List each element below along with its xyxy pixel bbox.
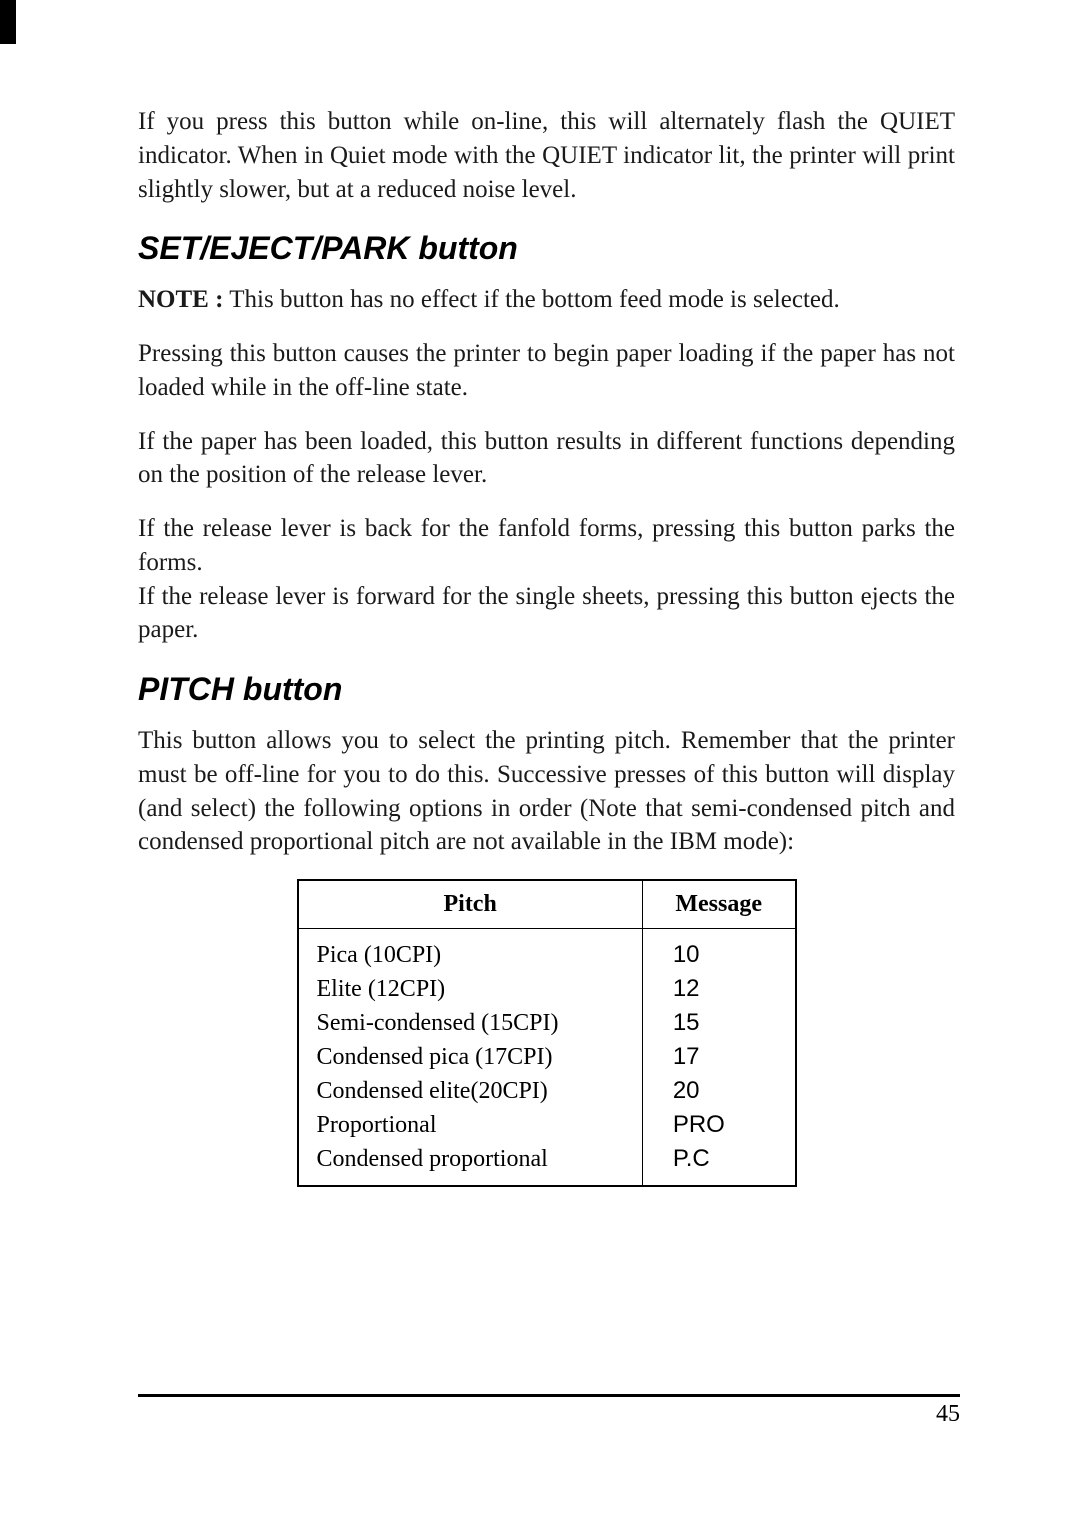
sect1-p3b: If the release lever is forward for the … bbox=[138, 580, 955, 648]
table-row: Pica (10CPI) 10 bbox=[298, 929, 796, 973]
cell-msg: 10 bbox=[642, 929, 795, 973]
page-content: If you press this button while on-line, … bbox=[0, 0, 1080, 1247]
heading-set-eject-park: SET/EJECT/PARK button bbox=[138, 230, 955, 267]
cell-msg: 12 bbox=[642, 972, 795, 1006]
cell-msg: 15 bbox=[642, 1006, 795, 1040]
pitch-table-wrap: Pitch Message Pica (10CPI) 10 Elite (12C… bbox=[138, 879, 955, 1187]
col-header-message: Message bbox=[642, 880, 795, 929]
note-text: This button has no effect if the bottom … bbox=[229, 286, 840, 313]
cell-pitch: Condensed elite(20CPI) bbox=[298, 1074, 643, 1108]
cell-pitch: Semi-condensed (15CPI) bbox=[298, 1006, 643, 1040]
cell-pitch: Condensed pica (17CPI) bbox=[298, 1040, 643, 1074]
pitch-table: Pitch Message Pica (10CPI) 10 Elite (12C… bbox=[297, 879, 797, 1187]
note-paragraph: NOTE : This button has no effect if the … bbox=[138, 283, 955, 317]
cell-pitch: Elite (12CPI) bbox=[298, 972, 643, 1006]
cell-pitch: Condensed proportional bbox=[298, 1142, 643, 1186]
note-label: NOTE : bbox=[138, 286, 223, 313]
table-row: Proportional PRO bbox=[298, 1108, 796, 1142]
heading-pitch: PITCH button bbox=[138, 671, 955, 708]
cell-msg: P.C bbox=[642, 1142, 795, 1186]
cell-pitch: Proportional bbox=[298, 1108, 643, 1142]
table-row: Condensed pica (17CPI) 17 bbox=[298, 1040, 796, 1074]
table-header-row: Pitch Message bbox=[298, 880, 796, 929]
table-row: Elite (12CPI) 12 bbox=[298, 972, 796, 1006]
intro-paragraph: If you press this button while on-line, … bbox=[138, 105, 955, 206]
page-footer: 45 bbox=[138, 1394, 960, 1428]
sect1-p1: Pressing this button causes the printer … bbox=[138, 337, 955, 405]
cell-pitch: Pica (10CPI) bbox=[298, 929, 643, 973]
cell-msg: PRO bbox=[642, 1108, 795, 1142]
scan-edge-mark bbox=[0, 0, 16, 44]
page-number: 45 bbox=[138, 1401, 960, 1428]
sect1-p2: If the paper has been loaded, this butto… bbox=[138, 425, 955, 493]
table-row: Condensed elite(20CPI) 20 bbox=[298, 1074, 796, 1108]
cell-msg: 17 bbox=[642, 1040, 795, 1074]
sect2-p1: This button allows you to select the pri… bbox=[138, 724, 955, 859]
table-row: Condensed proportional P.C bbox=[298, 1142, 796, 1186]
footer-rule bbox=[138, 1394, 960, 1397]
table-row: Semi-condensed (15CPI) 15 bbox=[298, 1006, 796, 1040]
col-header-pitch: Pitch bbox=[298, 880, 643, 929]
cell-msg: 20 bbox=[642, 1074, 795, 1108]
sect1-p3a: If the release lever is back for the fan… bbox=[138, 512, 955, 580]
